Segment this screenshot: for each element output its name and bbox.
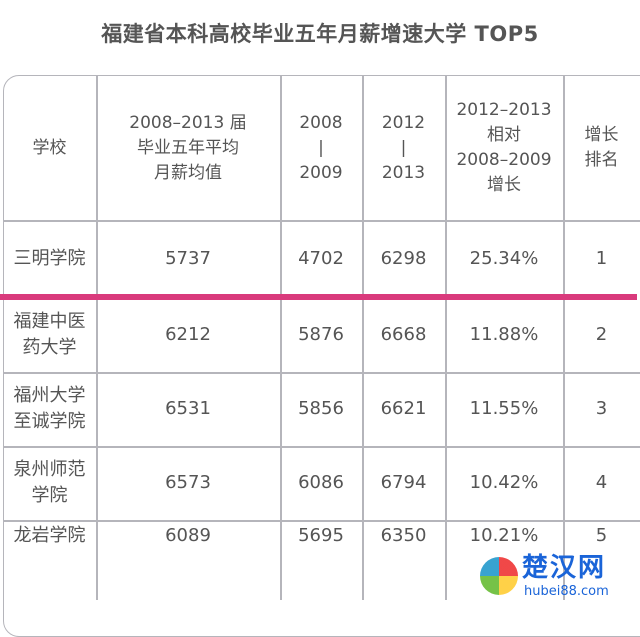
table-cell: 5856: [298, 398, 344, 419]
column-header: 增长 排名: [584, 125, 619, 170]
table-cell: 6621: [380, 398, 427, 419]
table-cell: 6350: [380, 525, 427, 546]
column-divider: [96, 75, 98, 600]
column-header: 2012 | 2013: [381, 112, 426, 183]
table-cell: 25.34%: [469, 247, 539, 269]
column-divider: [362, 75, 364, 600]
globe-logo-icon: [480, 557, 518, 595]
table-cell: 6794: [380, 472, 427, 493]
watermark-url: hubei88.com: [524, 584, 609, 599]
table-cell: 5: [595, 525, 608, 546]
watermark: 楚汉网 hubei88.com: [480, 553, 640, 600]
column-divider: [280, 75, 282, 600]
table-cell: 6086: [298, 472, 344, 493]
table-cell: 龙岩学院: [13, 525, 86, 546]
table-cell: 11.55%: [469, 398, 539, 419]
column-header: 学校: [32, 137, 67, 158]
column-header: 2012–2013 相对 2008–2009 增长: [456, 100, 552, 195]
table-cell: 4: [595, 472, 608, 493]
table-cell: 4702: [298, 247, 344, 269]
table-cell: 6212: [165, 323, 211, 345]
table-cell: 6531: [165, 398, 211, 419]
table-cell: 6573: [165, 472, 211, 493]
page-title: 福建省本科高校毕业五年月薪增速大学 TOP5: [101, 22, 539, 46]
table-cell: 5695: [298, 525, 344, 546]
row-divider: [3, 372, 640, 374]
table-cell: 6668: [380, 323, 427, 345]
column-header: 2008–2013 届 毕业五年平均 月薪均值: [129, 112, 247, 183]
column-divider: [445, 75, 447, 600]
table-cell: 1: [595, 247, 608, 269]
table-cell: 10.21%: [469, 525, 539, 546]
table-cell: 10.42%: [469, 472, 539, 493]
column-divider: [563, 75, 565, 600]
row-divider: [3, 220, 640, 222]
table-cell: 福州大学 至诚学院: [13, 385, 86, 432]
table-cell: 5737: [165, 247, 211, 269]
table-cell: 福建中医 药大学: [13, 310, 86, 358]
row-divider: [3, 446, 640, 448]
table-cell: 6298: [380, 247, 427, 269]
table-cell: 6089: [165, 525, 211, 546]
table-cell: 5876: [298, 323, 344, 345]
table-cell: 11.88%: [469, 323, 539, 345]
table-cell: 3: [595, 398, 608, 419]
watermark-name: 楚汉网: [522, 553, 607, 583]
table-cell: 三明学院: [13, 247, 86, 269]
row-divider: [3, 520, 640, 522]
table-cell: 2: [595, 323, 608, 345]
column-header: 2008 | 2009: [299, 112, 343, 183]
table-cell: 泉州师范 学院: [13, 459, 86, 506]
highlight-line: [0, 294, 637, 300]
